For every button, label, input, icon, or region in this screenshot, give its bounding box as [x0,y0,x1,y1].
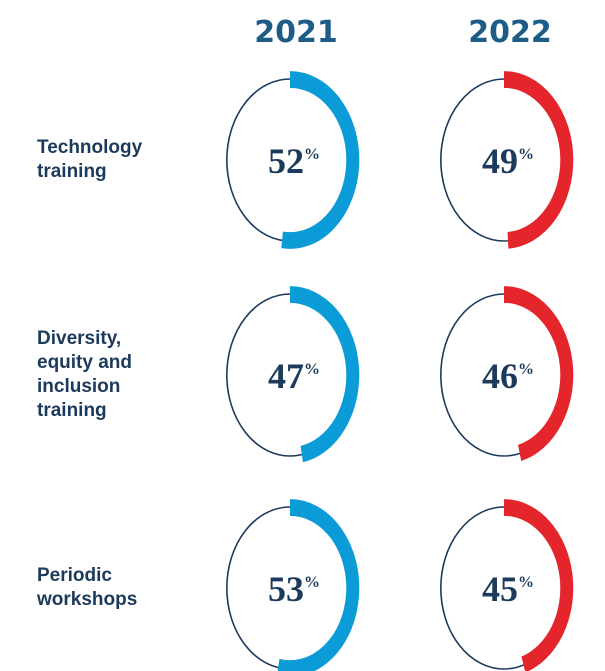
value-unit: % [518,146,534,163]
value-unit: % [304,574,320,591]
ring [227,286,360,463]
ring-arc [281,71,360,249]
ring-arc [503,286,574,462]
value-label: 52% [268,141,320,181]
value-label: 45% [482,569,534,609]
column-header: 2022 [468,15,552,50]
value-number: 46 [482,356,518,396]
value-unit: % [518,574,534,591]
ring-arc [289,286,360,463]
value-label: 46% [482,356,534,396]
value-label: 49% [482,141,534,181]
value-number: 52 [268,141,304,181]
value-number: 49 [482,141,518,181]
ring-arc [503,71,574,249]
value-unit: % [518,361,534,378]
ring-arc [503,499,574,671]
row-label: Diversity, equity and inclusion training [37,328,133,421]
ring [441,286,574,462]
ring [227,499,360,671]
value-label: 53% [268,569,320,609]
value-number: 45 [482,569,518,609]
column-header: 2021 [254,15,338,50]
row-label: Technology training [37,137,143,182]
value-unit: % [304,146,320,163]
ring-arc [277,499,360,671]
ring [441,71,574,249]
value-label: 47% [268,356,320,396]
ring [441,499,574,671]
value-number: 47 [268,356,304,396]
value-unit: % [304,361,320,378]
value-number: 53 [268,569,304,609]
row-label: Periodic workshops [37,565,138,610]
ring [227,71,360,249]
